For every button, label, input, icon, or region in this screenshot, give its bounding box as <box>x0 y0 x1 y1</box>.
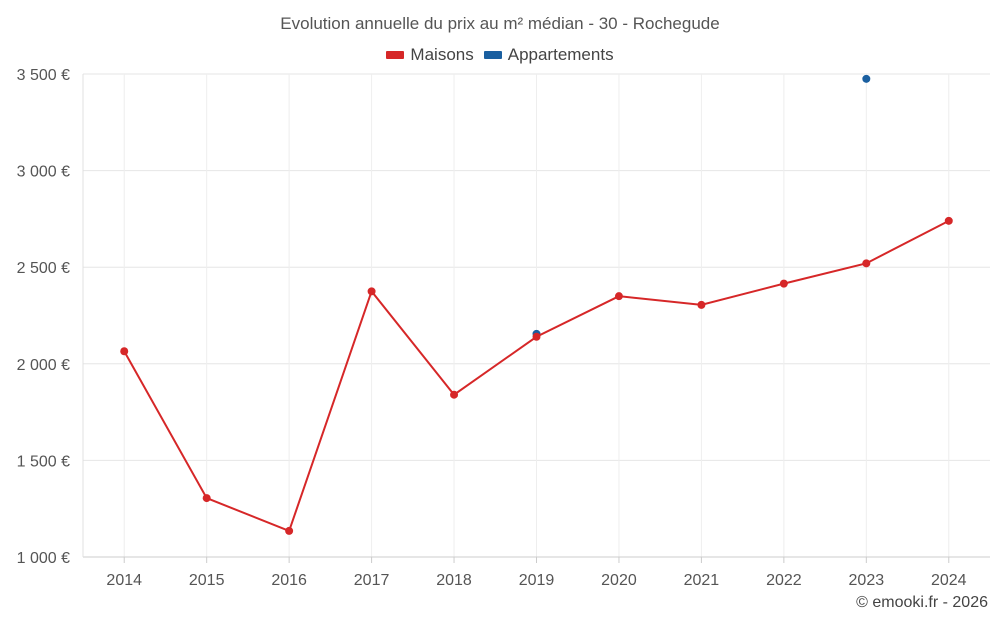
data-point-maisons-2017[interactable] <box>367 287 376 296</box>
data-point-maisons-2022[interactable] <box>779 279 788 288</box>
y-tick-label: 1 000 € <box>17 550 70 567</box>
data-point-maisons-2024[interactable] <box>944 216 953 225</box>
legend: Maisons Appartements <box>0 45 1000 65</box>
x-tick-label: 2016 <box>271 572 307 589</box>
x-tick-label: 2020 <box>601 572 637 589</box>
y-tick-label: 2 000 € <box>17 357 70 374</box>
data-point-maisons-2018[interactable] <box>450 390 459 399</box>
legend-item-appartements[interactable]: Appartements <box>483 45 614 65</box>
y-tick-label: 1 500 € <box>17 453 70 470</box>
axes: 1 000 € 1 500 € 2 000 € 2 500 € 3 000 € 3 500… <box>17 67 990 589</box>
x-tick-label: 2024 <box>931 572 967 589</box>
legend-swatch-appartements <box>483 51 502 59</box>
credit-text: © emooki.fr - 2026 <box>856 594 988 611</box>
data-point-appartements-2023[interactable] <box>862 74 871 83</box>
x-tick-label: 2014 <box>106 572 142 589</box>
data-point-maisons-2014[interactable] <box>120 347 129 356</box>
legend-label-maisons: Maisons <box>410 45 474 64</box>
x-tick-label: 2018 <box>436 572 472 589</box>
y-tick-label: 3 000 € <box>17 164 70 181</box>
x-tick-label: 2021 <box>684 572 720 589</box>
x-tick-label: 2019 <box>519 572 555 589</box>
grid <box>83 73 990 558</box>
x-tick-label: 2022 <box>766 572 802 589</box>
legend-item-maisons[interactable]: Maisons <box>386 45 474 65</box>
y-tick-label: 3 500 € <box>17 67 70 84</box>
legend-label-appartements: Appartements <box>507 45 614 64</box>
x-tick-label: 2015 <box>189 572 225 589</box>
data-point-maisons-2019[interactable] <box>532 332 541 341</box>
data-point-maisons-2020[interactable] <box>614 292 623 301</box>
chart-title: Evolution annuelle du prix au m² médian … <box>280 14 720 33</box>
data-point-maisons-2023[interactable] <box>862 259 871 268</box>
legend-swatch-maisons <box>386 51 405 59</box>
data-point-maisons-2021[interactable] <box>697 300 706 309</box>
y-tick-label: 2 500 € <box>17 260 70 277</box>
x-tick-label: 2017 <box>354 572 390 589</box>
x-tick-label: 2023 <box>849 572 885 589</box>
data-point-maisons-2015[interactable] <box>202 494 211 503</box>
series-layer <box>120 74 953 535</box>
data-point-maisons-2016[interactable] <box>285 526 294 535</box>
